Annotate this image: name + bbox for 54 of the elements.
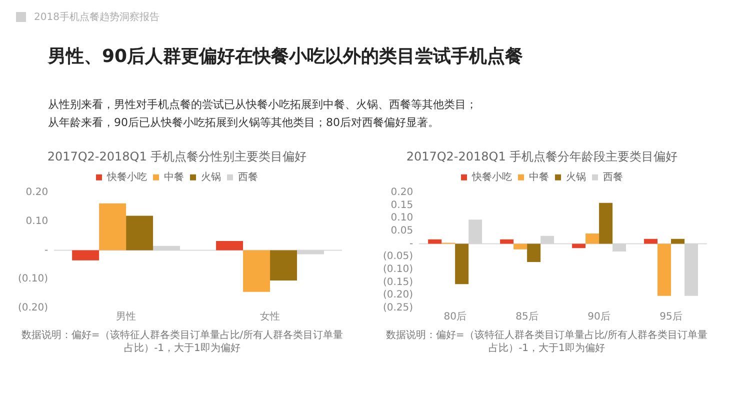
bar (99, 203, 126, 250)
y-tick-label: (0.10) (18, 274, 48, 285)
chart-title: 2017Q2-2018Q1 手机点餐分年龄段主要类目偏好 (406, 149, 678, 164)
text: 数据说明：偏好=（该特征人群各类目订单量占比/所有人群各类目订单量占比）-1，大于1即为偏好 (20, 329, 344, 355)
x-tick-label: 85后 (515, 310, 538, 323)
x-tick-label: 95后 (659, 310, 682, 323)
bar (572, 244, 586, 248)
text: 从年龄来看，90后已从快餐小吃拓展到火锅等其他类目；80后对西餐偏好显著。 (48, 115, 440, 131)
y-tick-label: (0.20) (382, 290, 413, 301)
x-tick-label: 90后 (587, 310, 610, 323)
bar (513, 244, 527, 250)
y-tick-label: 0.10 (26, 216, 48, 227)
x-tick-label: 80后 (443, 310, 466, 323)
y-tick-label: - (409, 238, 414, 250)
bar (243, 250, 270, 292)
y-tick-label: 0.20 (26, 186, 48, 198)
legend-label: 西餐 (602, 170, 623, 183)
y-tick-label: 0.10 (390, 212, 413, 224)
y-tick-label: (0.05) (382, 251, 413, 262)
text: 数据说明：偏好=（该特征人群各类目订单量占比/所有人群各类目订单量占比）-1，大于1即为偏好 (384, 329, 709, 355)
bar (454, 244, 468, 284)
bar (500, 239, 514, 244)
chart-title: 2017Q2-2018Q1 手机点餐分性别主要类目偏好 (48, 149, 307, 164)
y-tick-label: - (44, 244, 49, 256)
legend-label: 快餐小吃 (470, 170, 512, 183)
legend-label: 火锅 (566, 170, 586, 183)
bar (126, 216, 154, 250)
bar (428, 239, 442, 244)
legend-label: 西餐 (238, 170, 258, 183)
legend-label: 火锅 (201, 170, 222, 183)
bar (598, 202, 612, 244)
x-tick-label: 男性 (116, 310, 136, 323)
bar (526, 244, 540, 262)
text: 2018手机点餐趋势洞察报告 (34, 10, 160, 24)
legend-label: 中餐 (528, 170, 549, 183)
bar (657, 244, 671, 296)
x-tick-label: 女性 (260, 310, 280, 323)
bar (585, 234, 599, 244)
bar (270, 250, 298, 281)
y-tick-label: (0.25) (382, 302, 413, 314)
y-tick-label: (0.20) (18, 302, 48, 314)
bar (670, 238, 684, 244)
legend-label: 中餐 (164, 170, 184, 183)
bar (216, 240, 244, 250)
bar (644, 238, 658, 244)
y-tick-label: 0.15 (390, 200, 413, 211)
text: 男性、90后人群更偏好在快餐小吃以外的类目尝试手机点餐 (46, 45, 524, 68)
y-tick-label: (0.10) (382, 264, 413, 276)
y-tick-label: 0.20 (390, 186, 413, 198)
y-tick-label: 0.05 (390, 226, 413, 237)
text: 从性别来看，男性对手机点餐的尝试已从快餐小吃拓展到中餐、火锅、西餐等其他类目； (48, 97, 478, 113)
y-tick-label: (0.15) (382, 276, 413, 288)
legend-label: 快餐小吃 (106, 170, 148, 183)
bar (72, 250, 100, 260)
